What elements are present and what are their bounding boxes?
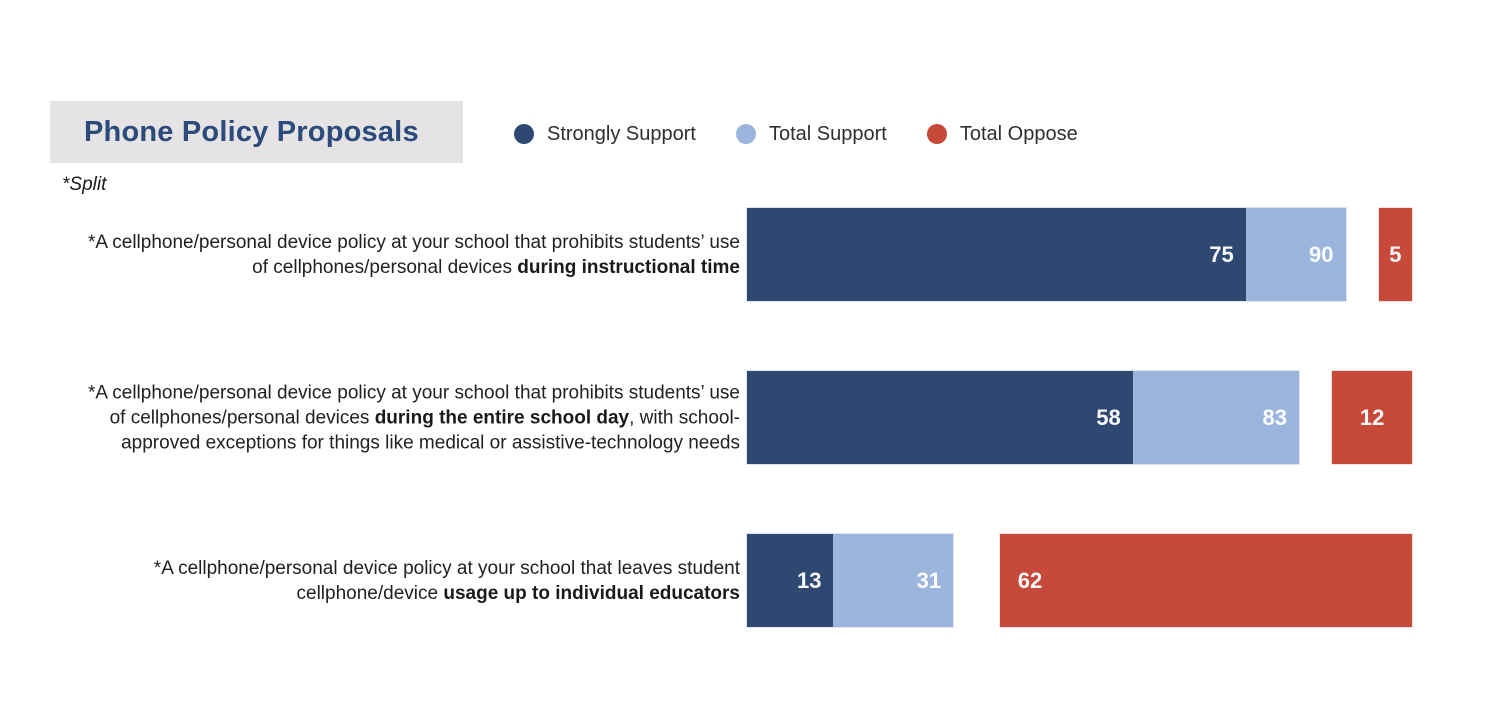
strongly-support-value: 13 (796, 567, 822, 593)
total-support-segment: 83 (1132, 371, 1299, 464)
legend-dot-icon (735, 124, 756, 144)
chart-row: *A cellphone/personal device policy at y… (0, 534, 1500, 627)
row-label-bold-part: usage up to individual educators (443, 582, 740, 604)
support-stacked-bar: 58 83 (747, 371, 1299, 464)
strongly-support-value: 58 (1096, 404, 1121, 430)
total-oppose-bar: 5 (1378, 208, 1412, 301)
strongly-support-segment: 13 (747, 534, 834, 627)
total-support-segment: 31 (833, 534, 954, 627)
row-label-part: *A cellphone/personal device policy at y… (153, 557, 740, 604)
chart-row: *A cellphone/personal device policy at y… (0, 208, 1500, 301)
legend-item: Strongly Support (514, 123, 696, 146)
legend-label: Strongly Support (547, 122, 696, 145)
split-footnote: *Split (62, 174, 107, 195)
row-bar-area: 75 90 5 (747, 208, 1412, 301)
legend-label: Total Support (768, 122, 887, 145)
total-oppose-bar: 12 (1332, 371, 1412, 464)
row-bar-area: 13 31 62 (747, 534, 1412, 627)
legend-label: Total Oppose (959, 122, 1078, 145)
strongly-support-segment: 58 (747, 371, 1133, 464)
row-label-bold-part: during the entire school day (374, 407, 630, 428)
row-label-bold-part: during instructional time (517, 256, 740, 278)
total-oppose-bar: 62 (999, 534, 1412, 627)
row-label: *A cellphone/personal device policy at y… (80, 556, 740, 606)
chart-legend: Strongly Support Total Support Total Opp… (514, 121, 1078, 147)
row-label-part: *A cellphone/personal device policy at y… (87, 382, 740, 428)
legend-item: Total Support (735, 122, 887, 146)
legend-dot-icon (514, 124, 534, 144)
row-bar-area: 58 83 12 (747, 371, 1412, 464)
row-label: *A cellphone/personal device policy at y… (80, 230, 740, 280)
chart-title: Phone Policy Proposals (84, 115, 419, 148)
strongly-support-value: 75 (1209, 241, 1234, 267)
total-oppose-value: 62 (1017, 567, 1043, 593)
support-stacked-bar: 75 90 (747, 208, 1346, 301)
legend-item: Total Oppose (926, 122, 1078, 146)
total-support-value: 90 (1309, 241, 1334, 267)
total-oppose-value: 5 (1389, 241, 1402, 267)
strongly-support-segment: 75 (747, 208, 1246, 301)
total-support-segment: 90 (1245, 208, 1346, 301)
total-oppose-value: 12 (1359, 404, 1385, 430)
support-stacked-bar: 13 31 (747, 534, 954, 627)
row-label-part: *A cellphone/personal device policy at y… (87, 231, 740, 278)
row-label: *A cellphone/personal device policy at y… (80, 380, 740, 455)
row-label-part: , with school-approved exceptions for th… (121, 407, 740, 453)
total-support-value: 31 (916, 567, 942, 593)
chart-title-box: Phone Policy Proposals (50, 101, 463, 163)
legend-dot-icon (926, 124, 947, 144)
chart-row: *A cellphone/personal device policy at y… (0, 371, 1500, 464)
total-support-value: 83 (1262, 404, 1287, 430)
chart-plot-area: *A cellphone/personal device policy at y… (0, 208, 1500, 627)
